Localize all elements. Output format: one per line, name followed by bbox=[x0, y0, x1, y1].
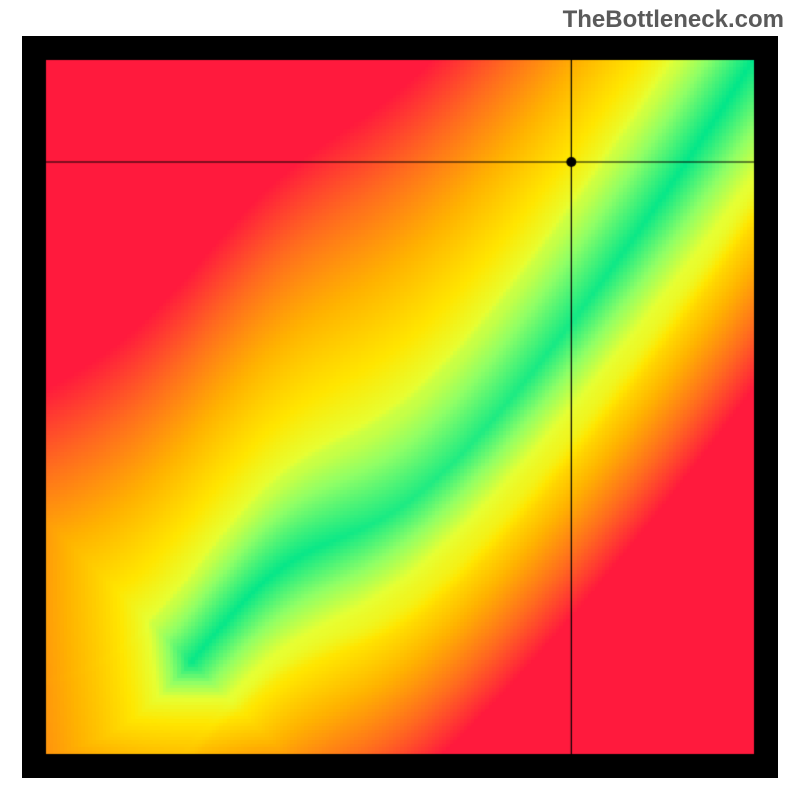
chart-container: TheBottleneck.com bbox=[0, 0, 800, 800]
heatmap-canvas bbox=[22, 36, 778, 778]
plot-frame bbox=[22, 36, 778, 778]
watermark-text: TheBottleneck.com bbox=[563, 6, 784, 34]
